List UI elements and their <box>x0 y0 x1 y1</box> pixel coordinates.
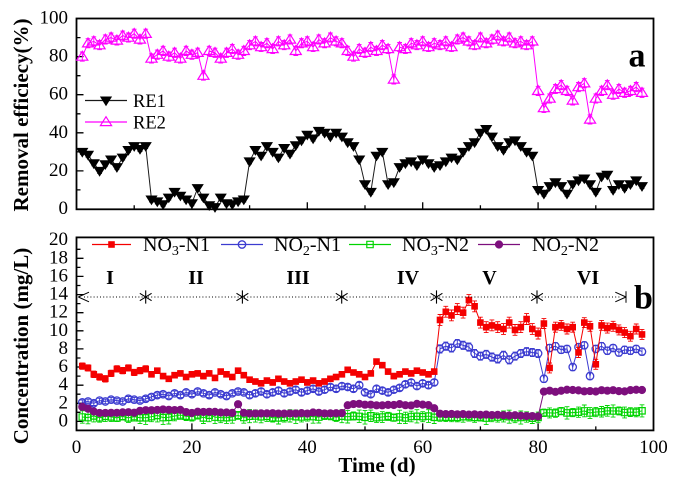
svg-text:RE2: RE2 <box>133 113 166 133</box>
svg-text:80: 80 <box>49 46 68 67</box>
svg-text:8: 8 <box>59 338 69 359</box>
svg-text:IV: IV <box>397 267 420 289</box>
svg-text:III: III <box>286 267 310 289</box>
svg-text:6: 6 <box>59 356 69 377</box>
svg-text:0: 0 <box>59 198 69 219</box>
svg-text:20: 20 <box>49 160 68 181</box>
svg-text:100: 100 <box>40 8 69 29</box>
svg-text:16: 16 <box>49 265 68 286</box>
svg-text:80: 80 <box>529 437 548 458</box>
svg-text:II: II <box>188 267 204 289</box>
svg-text:40: 40 <box>49 122 68 143</box>
svg-text:NO3-N1: NO3-N1 <box>143 234 210 259</box>
svg-text:10: 10 <box>49 320 68 341</box>
svg-text:60: 60 <box>49 84 68 105</box>
svg-text:Removal efficiecy(%): Removal efficiecy(%) <box>9 19 33 212</box>
svg-text:100: 100 <box>639 437 668 458</box>
svg-text:20: 20 <box>182 437 201 458</box>
svg-text:20: 20 <box>49 229 68 250</box>
svg-text:RE1: RE1 <box>133 92 166 112</box>
svg-text:40: 40 <box>298 437 317 458</box>
svg-text:2: 2 <box>59 392 69 413</box>
svg-text:0: 0 <box>59 410 69 431</box>
svg-text:Concentration (mg/L): Concentration (mg/L) <box>9 248 33 445</box>
svg-text:4: 4 <box>59 374 69 395</box>
svg-text:I: I <box>106 267 114 289</box>
svg-text:60: 60 <box>413 437 432 458</box>
svg-text:12: 12 <box>49 302 68 323</box>
svg-text:18: 18 <box>49 247 68 268</box>
svg-text:VI: VI <box>577 267 599 289</box>
svg-text:b: b <box>634 280 653 317</box>
svg-text:14: 14 <box>49 284 69 305</box>
svg-text:a: a <box>629 38 646 75</box>
svg-text:Time (d): Time (d) <box>338 453 415 477</box>
svg-text:0: 0 <box>72 437 82 458</box>
svg-text:V: V <box>482 267 497 289</box>
